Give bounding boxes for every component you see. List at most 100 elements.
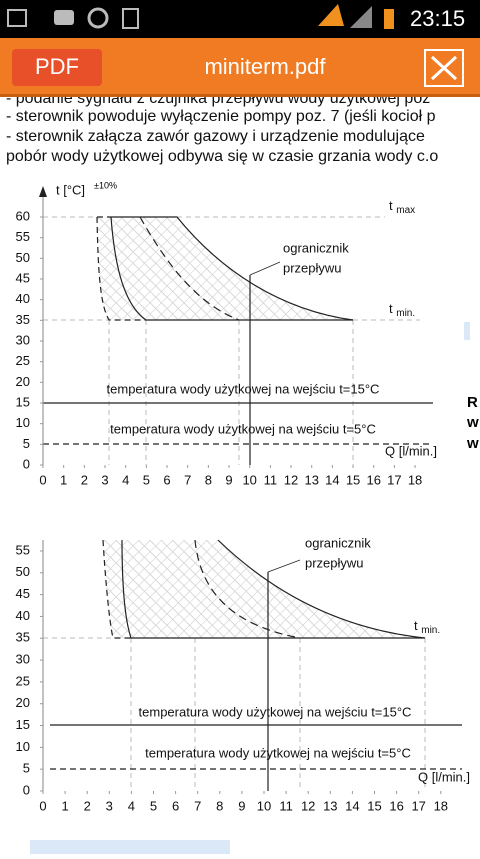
x-tick-label: 13	[323, 798, 337, 813]
y-label: t [°C]	[56, 182, 85, 197]
y-tick-label: 30	[16, 332, 30, 347]
x-tick-label: 10	[242, 472, 256, 487]
y-tick-label: 15	[16, 717, 30, 732]
limiter: ogranicznik	[305, 535, 371, 550]
y-tick-label: 50	[16, 250, 30, 265]
y-tick-label: 55	[16, 229, 30, 244]
inlet-5: temperatura wody użytkowej na wejściu t=…	[145, 745, 411, 760]
side-text: w	[466, 435, 479, 452]
side-text: w	[466, 414, 479, 431]
limiter: przepływu	[305, 555, 364, 570]
x-tick-label: 0	[39, 798, 46, 813]
x-tick-label: 2	[84, 798, 91, 813]
inlet-15: temperatura wody użytkowej na wejściu t=…	[139, 704, 412, 719]
highlight	[30, 840, 230, 854]
x-tick-label: 2	[81, 472, 88, 487]
x-tick-label: 1	[61, 798, 68, 813]
x-tick-label: 5	[150, 798, 157, 813]
text-line: - sterownik powoduje wyłączenie pompy po…	[6, 108, 436, 125]
x-tick-label: 18	[408, 472, 422, 487]
y-tick-label: 40	[16, 291, 30, 306]
y-tick-label: 50	[16, 564, 30, 579]
x-tick-label: 7	[194, 798, 201, 813]
inlet-15: temperatura wody użytkowej na wejściu t=…	[107, 381, 380, 396]
x-tick-label: 4	[122, 472, 129, 487]
y-tick-label: 5	[23, 761, 30, 776]
x-tick-label: 7	[184, 472, 191, 487]
side-text: R	[467, 394, 478, 411]
y-tick-label: 35	[16, 630, 30, 645]
x-tick-label: 11	[264, 472, 278, 487]
y-tick-label: 25	[16, 673, 30, 688]
y-tick-label: 20	[16, 374, 30, 389]
x-tick-label: 8	[205, 472, 212, 487]
document: - podanie sygnału z czujnika przepływu w…	[6, 90, 479, 452]
x-tick-label: 9	[238, 798, 245, 813]
y-tick-label: 55	[16, 542, 30, 557]
x-tick-label: 17	[411, 798, 425, 813]
diagram-2-labels: t min. ogranicznik przepływu temperatura…	[139, 535, 470, 784]
y-tick-label: 40	[16, 608, 30, 623]
x-label: Q [l/min.]	[385, 443, 437, 458]
x-tick-label: 12	[301, 798, 315, 813]
y-tick-label: 10	[16, 739, 30, 754]
x-tick-label: 16	[366, 472, 380, 487]
sub: max	[396, 205, 415, 216]
y-tick-label: 20	[16, 695, 30, 710]
file-title: miniterm.pdf	[204, 54, 326, 79]
pdf-button[interactable]: PDF	[12, 49, 102, 86]
limiter: przepływu	[283, 260, 342, 275]
y-tick-label: 30	[16, 652, 30, 667]
x-tick-label: 14	[345, 798, 359, 813]
pdf-label[interactable]: PDF	[35, 54, 79, 79]
x-tick-label: 18	[434, 798, 448, 813]
x-tick-label: 3	[106, 798, 113, 813]
x-tick-label: 1	[60, 472, 67, 487]
x-tick-label: 12	[284, 472, 298, 487]
t: t	[414, 618, 418, 633]
x-tick-label: 15	[367, 798, 381, 813]
y-tick-label: 35	[16, 312, 30, 327]
x-tick-label: 16	[389, 798, 403, 813]
x-tick-label: 6	[172, 798, 179, 813]
x-tick-label: 3	[101, 472, 108, 487]
x-tick-label: 10	[257, 798, 271, 813]
close-button[interactable]	[424, 49, 464, 87]
time: 23:15	[410, 6, 465, 31]
diagram-2	[42, 539, 462, 791]
x-tick-label: 9	[225, 472, 232, 487]
x-tick-label: 6	[163, 472, 170, 487]
t-min: t min.	[414, 618, 440, 635]
text-line: pobór wody użytkowej odbywa się w czasie…	[6, 148, 438, 165]
diagram-1-labels: t [°C] ±10% t max t min. ogranicznik prz…	[56, 180, 437, 458]
text-line: - sterownik załącza zawór gazowy i urząd…	[6, 128, 425, 145]
sub: min.	[421, 625, 440, 636]
y-tick-label: 0	[23, 782, 30, 797]
t-max: t max	[389, 198, 415, 215]
y-tick-label: 10	[16, 415, 30, 430]
toolbar: PDF miniterm.pdf	[0, 38, 480, 97]
x-tick-label: 0	[39, 472, 46, 487]
x-tick-label: 14	[325, 472, 339, 487]
y-label-sup: ±10%	[94, 180, 117, 190]
y-tick-label: 45	[16, 270, 30, 285]
x-tick-label: 5	[143, 472, 150, 487]
t: t	[389, 198, 393, 213]
inlet-5: temperatura wody użytkowej na wejściu t=…	[110, 421, 376, 436]
x-label: Q [l/min.]	[418, 769, 470, 784]
y-tick-label: 45	[16, 586, 30, 601]
x-tick-label: 17	[387, 472, 401, 487]
x-tick-label: 15	[346, 472, 360, 487]
x-tick-label: 11	[279, 798, 293, 813]
t-min: t min.	[389, 301, 415, 318]
sub: min.	[396, 308, 415, 319]
diagram-1	[39, 186, 433, 465]
x-tick-label: 4	[128, 798, 135, 813]
limiter: ogranicznik	[283, 240, 349, 255]
status-bar: 23:15	[0, 0, 480, 38]
x-tick-label: 13	[304, 472, 318, 487]
y-tick-label: 15	[16, 394, 30, 409]
t: t	[389, 301, 393, 316]
